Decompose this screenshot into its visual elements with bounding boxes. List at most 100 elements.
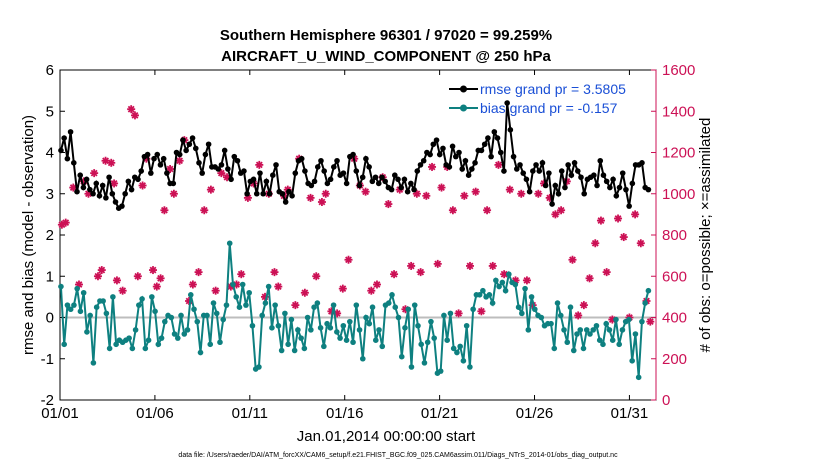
bias-point bbox=[538, 314, 545, 321]
bias-point bbox=[411, 302, 418, 308]
bias-point bbox=[113, 341, 119, 348]
rmse-point bbox=[603, 178, 610, 185]
bias-point bbox=[152, 308, 158, 315]
bias-point bbox=[405, 306, 412, 313]
obs-count-marker bbox=[448, 206, 457, 215]
bias-point bbox=[139, 296, 145, 302]
bias-point bbox=[308, 327, 314, 333]
bias-point bbox=[317, 325, 324, 331]
y-axis-left: -2 -1 0 1 2 3 4 5 6 bbox=[41, 62, 65, 409]
rmse-point bbox=[199, 170, 205, 176]
bias-point bbox=[385, 300, 392, 306]
obs-count-marker bbox=[517, 189, 526, 198]
bias-point bbox=[256, 364, 262, 370]
bias-point bbox=[379, 343, 386, 350]
obs-count-marker bbox=[433, 259, 442, 268]
bias-point bbox=[321, 343, 327, 350]
bias-point bbox=[525, 327, 532, 333]
bias-point bbox=[424, 339, 431, 346]
bias-point bbox=[577, 327, 584, 333]
bias-point bbox=[181, 331, 188, 337]
bias-point bbox=[275, 322, 282, 329]
rmse-point bbox=[289, 193, 295, 199]
rmse-point bbox=[558, 168, 565, 174]
obs-count-marker bbox=[270, 268, 279, 277]
bias-point bbox=[77, 308, 84, 315]
rmse-point bbox=[353, 168, 360, 174]
rmse-point bbox=[395, 176, 401, 183]
bias-point bbox=[67, 306, 74, 313]
bias-point bbox=[389, 292, 395, 298]
bias-point bbox=[567, 304, 574, 310]
rmse-point bbox=[109, 190, 116, 197]
bias-point bbox=[93, 304, 100, 310]
bias-point bbox=[58, 283, 64, 290]
rmse-point bbox=[363, 155, 369, 162]
rmse-point bbox=[456, 149, 462, 156]
obs-count-marker bbox=[110, 179, 119, 188]
bias-point bbox=[398, 353, 405, 360]
obs-count-marker bbox=[317, 198, 326, 206]
rmse-point bbox=[401, 176, 408, 183]
bias-point bbox=[502, 287, 509, 294]
rmse-point bbox=[388, 186, 395, 193]
bias-point bbox=[64, 302, 71, 308]
bias-point bbox=[106, 345, 113, 352]
rmse-point bbox=[359, 174, 366, 181]
bias-point bbox=[402, 325, 408, 331]
obs-count-marker bbox=[152, 282, 161, 291]
obs-count-marker bbox=[428, 162, 437, 171]
rmse-point bbox=[591, 172, 597, 178]
obs-count-marker bbox=[127, 105, 136, 114]
bias-point bbox=[408, 364, 415, 370]
bias-point bbox=[103, 310, 110, 317]
bias-point bbox=[600, 341, 606, 348]
bias-point bbox=[158, 335, 165, 341]
rmse-point bbox=[539, 160, 546, 166]
bias-point bbox=[110, 294, 116, 300]
obs-count-marker bbox=[237, 270, 246, 279]
rmse-point bbox=[308, 182, 315, 189]
obs-count-marker bbox=[372, 280, 381, 289]
rmse-point bbox=[356, 182, 363, 189]
rmse-point bbox=[241, 168, 247, 174]
bias-point bbox=[298, 335, 304, 341]
y-right-tick-label: 0 bbox=[662, 392, 670, 409]
bias-point bbox=[437, 368, 444, 374]
obs-count-marker bbox=[361, 187, 370, 196]
bias-point bbox=[282, 310, 288, 317]
bias-point bbox=[528, 294, 535, 300]
rmse-point bbox=[398, 184, 405, 191]
obs-count-marker bbox=[169, 189, 178, 198]
obs-count-marker bbox=[175, 156, 184, 165]
bias-point bbox=[272, 302, 278, 308]
y-left-tick-label: 6 bbox=[46, 62, 54, 79]
rmse-point bbox=[189, 135, 196, 141]
rmse-point bbox=[225, 166, 231, 172]
obs-count-marker bbox=[138, 181, 147, 190]
rmse-line bbox=[59, 102, 649, 210]
legend-rmse-marker bbox=[460, 85, 467, 93]
obs-count-marker bbox=[596, 216, 605, 225]
rmse-point bbox=[151, 155, 157, 162]
bias-point bbox=[395, 314, 402, 321]
obs-count-marker bbox=[255, 160, 264, 169]
rmse-point bbox=[619, 170, 626, 176]
rmse-point bbox=[594, 182, 600, 189]
bias-point bbox=[191, 306, 197, 313]
rmse-point bbox=[574, 168, 581, 174]
rmse-point bbox=[549, 201, 555, 207]
bias-point bbox=[210, 300, 217, 306]
rmse-point bbox=[80, 184, 87, 191]
rmse-point bbox=[581, 190, 588, 197]
bias-point bbox=[486, 292, 493, 298]
rmse-point bbox=[565, 162, 571, 168]
bias-point bbox=[145, 337, 152, 343]
obs-count-marker bbox=[416, 268, 425, 277]
rmse-point bbox=[629, 180, 636, 187]
bias-point bbox=[233, 294, 240, 300]
y-right-tick-label: 1200 bbox=[662, 145, 695, 162]
bias-point bbox=[100, 298, 106, 304]
bias-point bbox=[564, 339, 571, 346]
bias-point bbox=[609, 337, 616, 343]
